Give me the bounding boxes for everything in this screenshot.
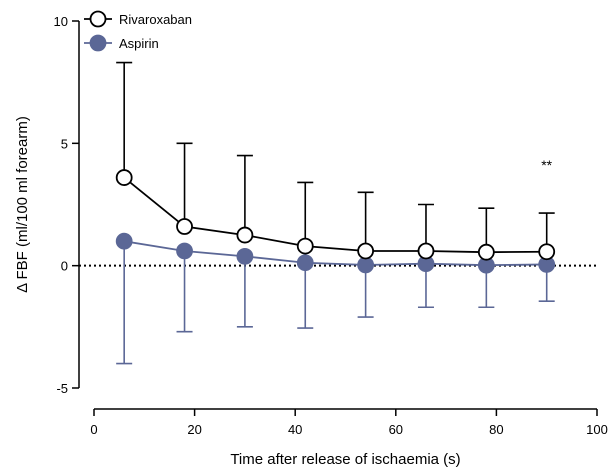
series-line	[124, 240, 547, 267]
data-point	[357, 242, 375, 260]
legend-label: Rivaroxaban	[119, 12, 192, 27]
x-tick-label: 40	[288, 422, 302, 437]
y-tick-label: 5	[61, 136, 68, 151]
legend-marker	[89, 10, 107, 28]
legend: Rivaroxaban Aspirin	[84, 10, 192, 52]
y-tick-label: 0	[61, 259, 68, 274]
data-point	[115, 232, 133, 250]
legend-item-rivaroxaban: Rivaroxaban	[84, 10, 192, 28]
series-layer	[115, 61, 556, 365]
data-point	[417, 242, 435, 260]
x-tick-label: 20	[187, 422, 201, 437]
y-tick-label: -5	[56, 381, 68, 396]
legend-marker	[89, 34, 107, 52]
data-point	[538, 243, 556, 261]
data-point	[236, 226, 254, 244]
data-point	[477, 243, 495, 261]
legend-label: Aspirin	[119, 36, 159, 51]
x-tick-label: 60	[389, 422, 403, 437]
significance-annotation: **	[541, 157, 552, 173]
y-axis-title: Δ FBF (ml/100 ml forearm)	[14, 116, 31, 293]
data-point	[115, 169, 133, 186]
data-point	[357, 256, 375, 274]
annotations: **	[541, 157, 552, 173]
series-rivaroxaban	[115, 61, 556, 261]
data-point	[296, 254, 314, 272]
y-tick-label: 10	[54, 14, 68, 29]
series-line	[123, 176, 547, 254]
x-tick-label: 80	[489, 422, 503, 437]
data-point	[176, 242, 193, 260]
x-axis-title: Time after release of ischaemia (s)	[230, 451, 460, 468]
data-point	[236, 247, 254, 265]
x-tick-label: 100	[586, 422, 608, 437]
x-tick-label: 0	[90, 422, 97, 437]
legend-item-aspirin: Aspirin	[84, 34, 159, 52]
data-point	[176, 218, 193, 235]
series-aspirin	[115, 232, 556, 365]
data-point	[296, 237, 314, 255]
